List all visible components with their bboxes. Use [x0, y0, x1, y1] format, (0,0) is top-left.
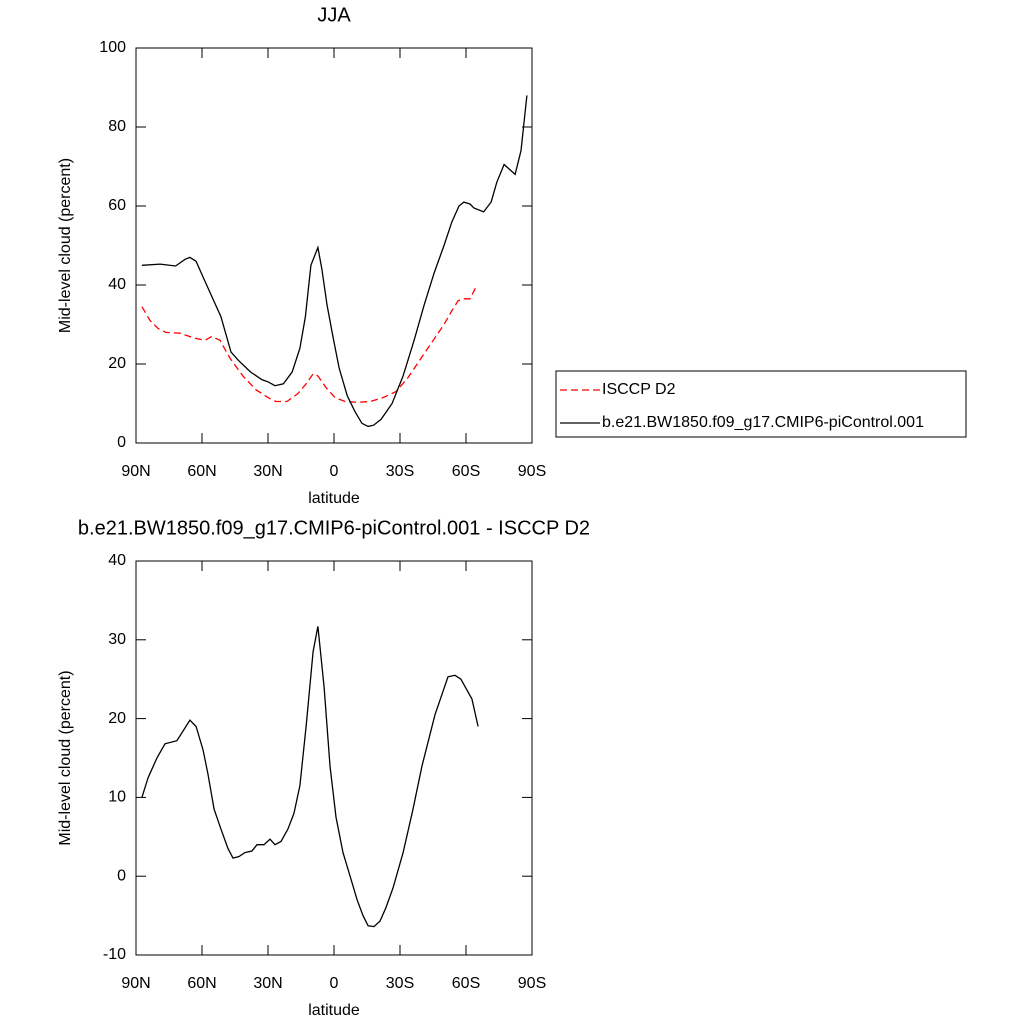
y-tick-label: 20	[108, 710, 126, 727]
y-tick-label: 20	[108, 355, 126, 372]
x-tick-label: 30N	[253, 463, 282, 480]
x-tick-label: 90S	[518, 463, 546, 480]
y-tick-label: -10	[103, 946, 126, 963]
x-tick-label: 60S	[452, 975, 480, 992]
y-tick-label: 10	[108, 789, 126, 806]
plot-frame	[135, 560, 533, 956]
legend-label: ISCCP D2	[602, 381, 676, 398]
y-tick-label: 0	[117, 434, 126, 451]
y-axis-label: Mid-level cloud (percent)	[57, 670, 74, 845]
x-axis-label: latitude	[308, 490, 360, 507]
data-line	[141, 95, 528, 428]
plot-frame	[135, 47, 533, 444]
x-tick-label: 0	[330, 463, 339, 480]
legend-box	[555, 370, 967, 438]
x-tick-label: 60S	[452, 463, 480, 480]
x-tick-label: 90S	[518, 975, 546, 992]
x-tick-label: 90N	[121, 975, 150, 992]
x-tick-label: 60N	[187, 975, 216, 992]
y-tick-label: 0	[117, 867, 126, 884]
y-tick-label: 30	[108, 631, 126, 648]
x-tick-label: 90N	[121, 463, 150, 480]
x-tick-label: 30N	[253, 975, 282, 992]
chart-title: b.e21.BW1850.f09_g17.CMIP6-piControl.001…	[78, 517, 590, 539]
y-tick-label: 40	[108, 276, 126, 293]
y-tick-label: 80	[108, 118, 126, 135]
x-tick-label: 30S	[386, 463, 414, 480]
legend-label: b.e21.BW1850.f09_g17.CMIP6-piControl.001	[602, 414, 924, 431]
x-tick-label: 60N	[187, 463, 216, 480]
y-tick-label: 100	[99, 39, 126, 56]
data-line	[141, 284, 478, 403]
y-axis-label: Mid-level cloud (percent)	[57, 158, 74, 333]
chart-title: JJA	[317, 4, 351, 26]
y-tick-label: 40	[108, 552, 126, 569]
x-axis-label: latitude	[308, 1002, 360, 1019]
x-tick-label: 0	[330, 975, 339, 992]
data-line	[141, 626, 479, 928]
x-tick-label: 30S	[386, 975, 414, 992]
y-tick-label: 60	[108, 197, 126, 214]
